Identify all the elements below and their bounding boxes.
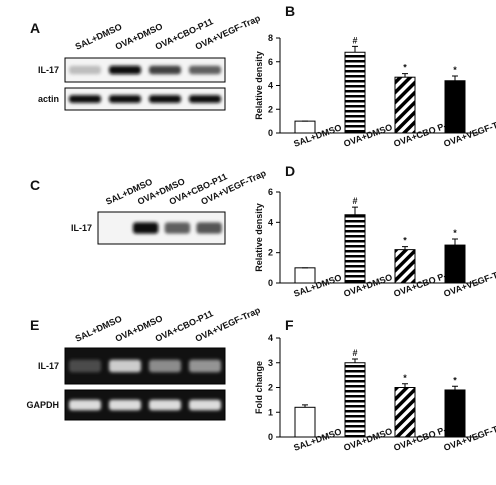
- band: [149, 65, 181, 75]
- y-tick-label: 3: [268, 358, 273, 368]
- row-label: IL-17: [71, 223, 92, 233]
- band: [189, 399, 221, 411]
- band: [109, 65, 141, 75]
- significance-marker: *: [403, 373, 407, 383]
- band: [69, 399, 101, 411]
- row-label: actin: [38, 94, 59, 104]
- y-tick-label: 2: [268, 104, 273, 114]
- band: [189, 359, 221, 373]
- error-bar: [402, 246, 408, 250]
- band: [132, 222, 159, 234]
- band: [69, 95, 101, 103]
- y-tick-label: 4: [268, 81, 273, 91]
- band: [109, 359, 141, 373]
- panel-label: D: [285, 163, 295, 179]
- bar: [444, 80, 466, 134]
- bar: [394, 387, 416, 438]
- y-tick-label: 1: [268, 407, 273, 417]
- row-label: IL-17: [38, 65, 59, 75]
- bar: [394, 249, 416, 284]
- y-axis-label: Relative density: [254, 203, 264, 272]
- y-axis-label: Relative density: [254, 51, 264, 120]
- band: [69, 65, 101, 75]
- bar: [394, 76, 416, 134]
- band: [189, 65, 221, 75]
- error-bar: [452, 238, 458, 246]
- row-label: GAPDH: [26, 400, 59, 410]
- y-tick-label: 8: [268, 33, 273, 43]
- panel-label: A: [30, 20, 40, 36]
- y-tick-label: 0: [268, 128, 273, 138]
- panel-label: B: [285, 3, 295, 19]
- panel-label: F: [285, 317, 294, 333]
- bar: [294, 120, 316, 134]
- bar: [344, 51, 366, 134]
- y-tick-label: 4: [268, 333, 273, 343]
- band: [149, 399, 181, 411]
- y-tick-label: 2: [268, 248, 273, 258]
- bar: [444, 389, 466, 438]
- bar: [444, 244, 466, 284]
- y-tick-label: 4: [268, 217, 273, 227]
- y-tick-label: 6: [268, 57, 273, 67]
- panel-label: C: [30, 177, 40, 193]
- bar: [294, 267, 316, 284]
- y-axis-label: Fold change: [254, 361, 264, 414]
- y-tick-label: 0: [268, 432, 273, 442]
- significance-marker: #: [352, 35, 357, 45]
- row-label: IL-17: [38, 361, 59, 371]
- band: [164, 222, 191, 234]
- bar: [344, 362, 366, 438]
- band: [69, 359, 101, 373]
- band: [149, 359, 181, 373]
- bar: [294, 406, 316, 438]
- significance-marker: *: [453, 228, 457, 238]
- error-bar: [452, 385, 458, 390]
- error-bar: [352, 358, 358, 363]
- significance-marker: *: [403, 63, 407, 73]
- error-bar: [352, 206, 358, 215]
- significance-marker: *: [403, 236, 407, 246]
- blot-frame: [64, 87, 226, 111]
- band: [149, 95, 181, 103]
- error-bar: [402, 73, 408, 78]
- band: [189, 95, 221, 103]
- significance-marker: #: [352, 196, 357, 206]
- error-bar: [302, 404, 308, 408]
- error-bar: [452, 75, 458, 81]
- significance-marker: *: [453, 65, 457, 75]
- bar: [344, 214, 366, 284]
- y-tick-label: 0: [268, 278, 273, 288]
- band: [109, 95, 141, 103]
- significance-marker: #: [352, 348, 357, 358]
- significance-marker: *: [453, 375, 457, 385]
- band: [196, 222, 222, 234]
- panel-label: E: [30, 317, 39, 333]
- error-bar: [402, 383, 408, 388]
- error-bar: [352, 45, 358, 53]
- y-tick-label: 6: [268, 187, 273, 197]
- y-tick-label: 2: [268, 383, 273, 393]
- band: [109, 399, 141, 411]
